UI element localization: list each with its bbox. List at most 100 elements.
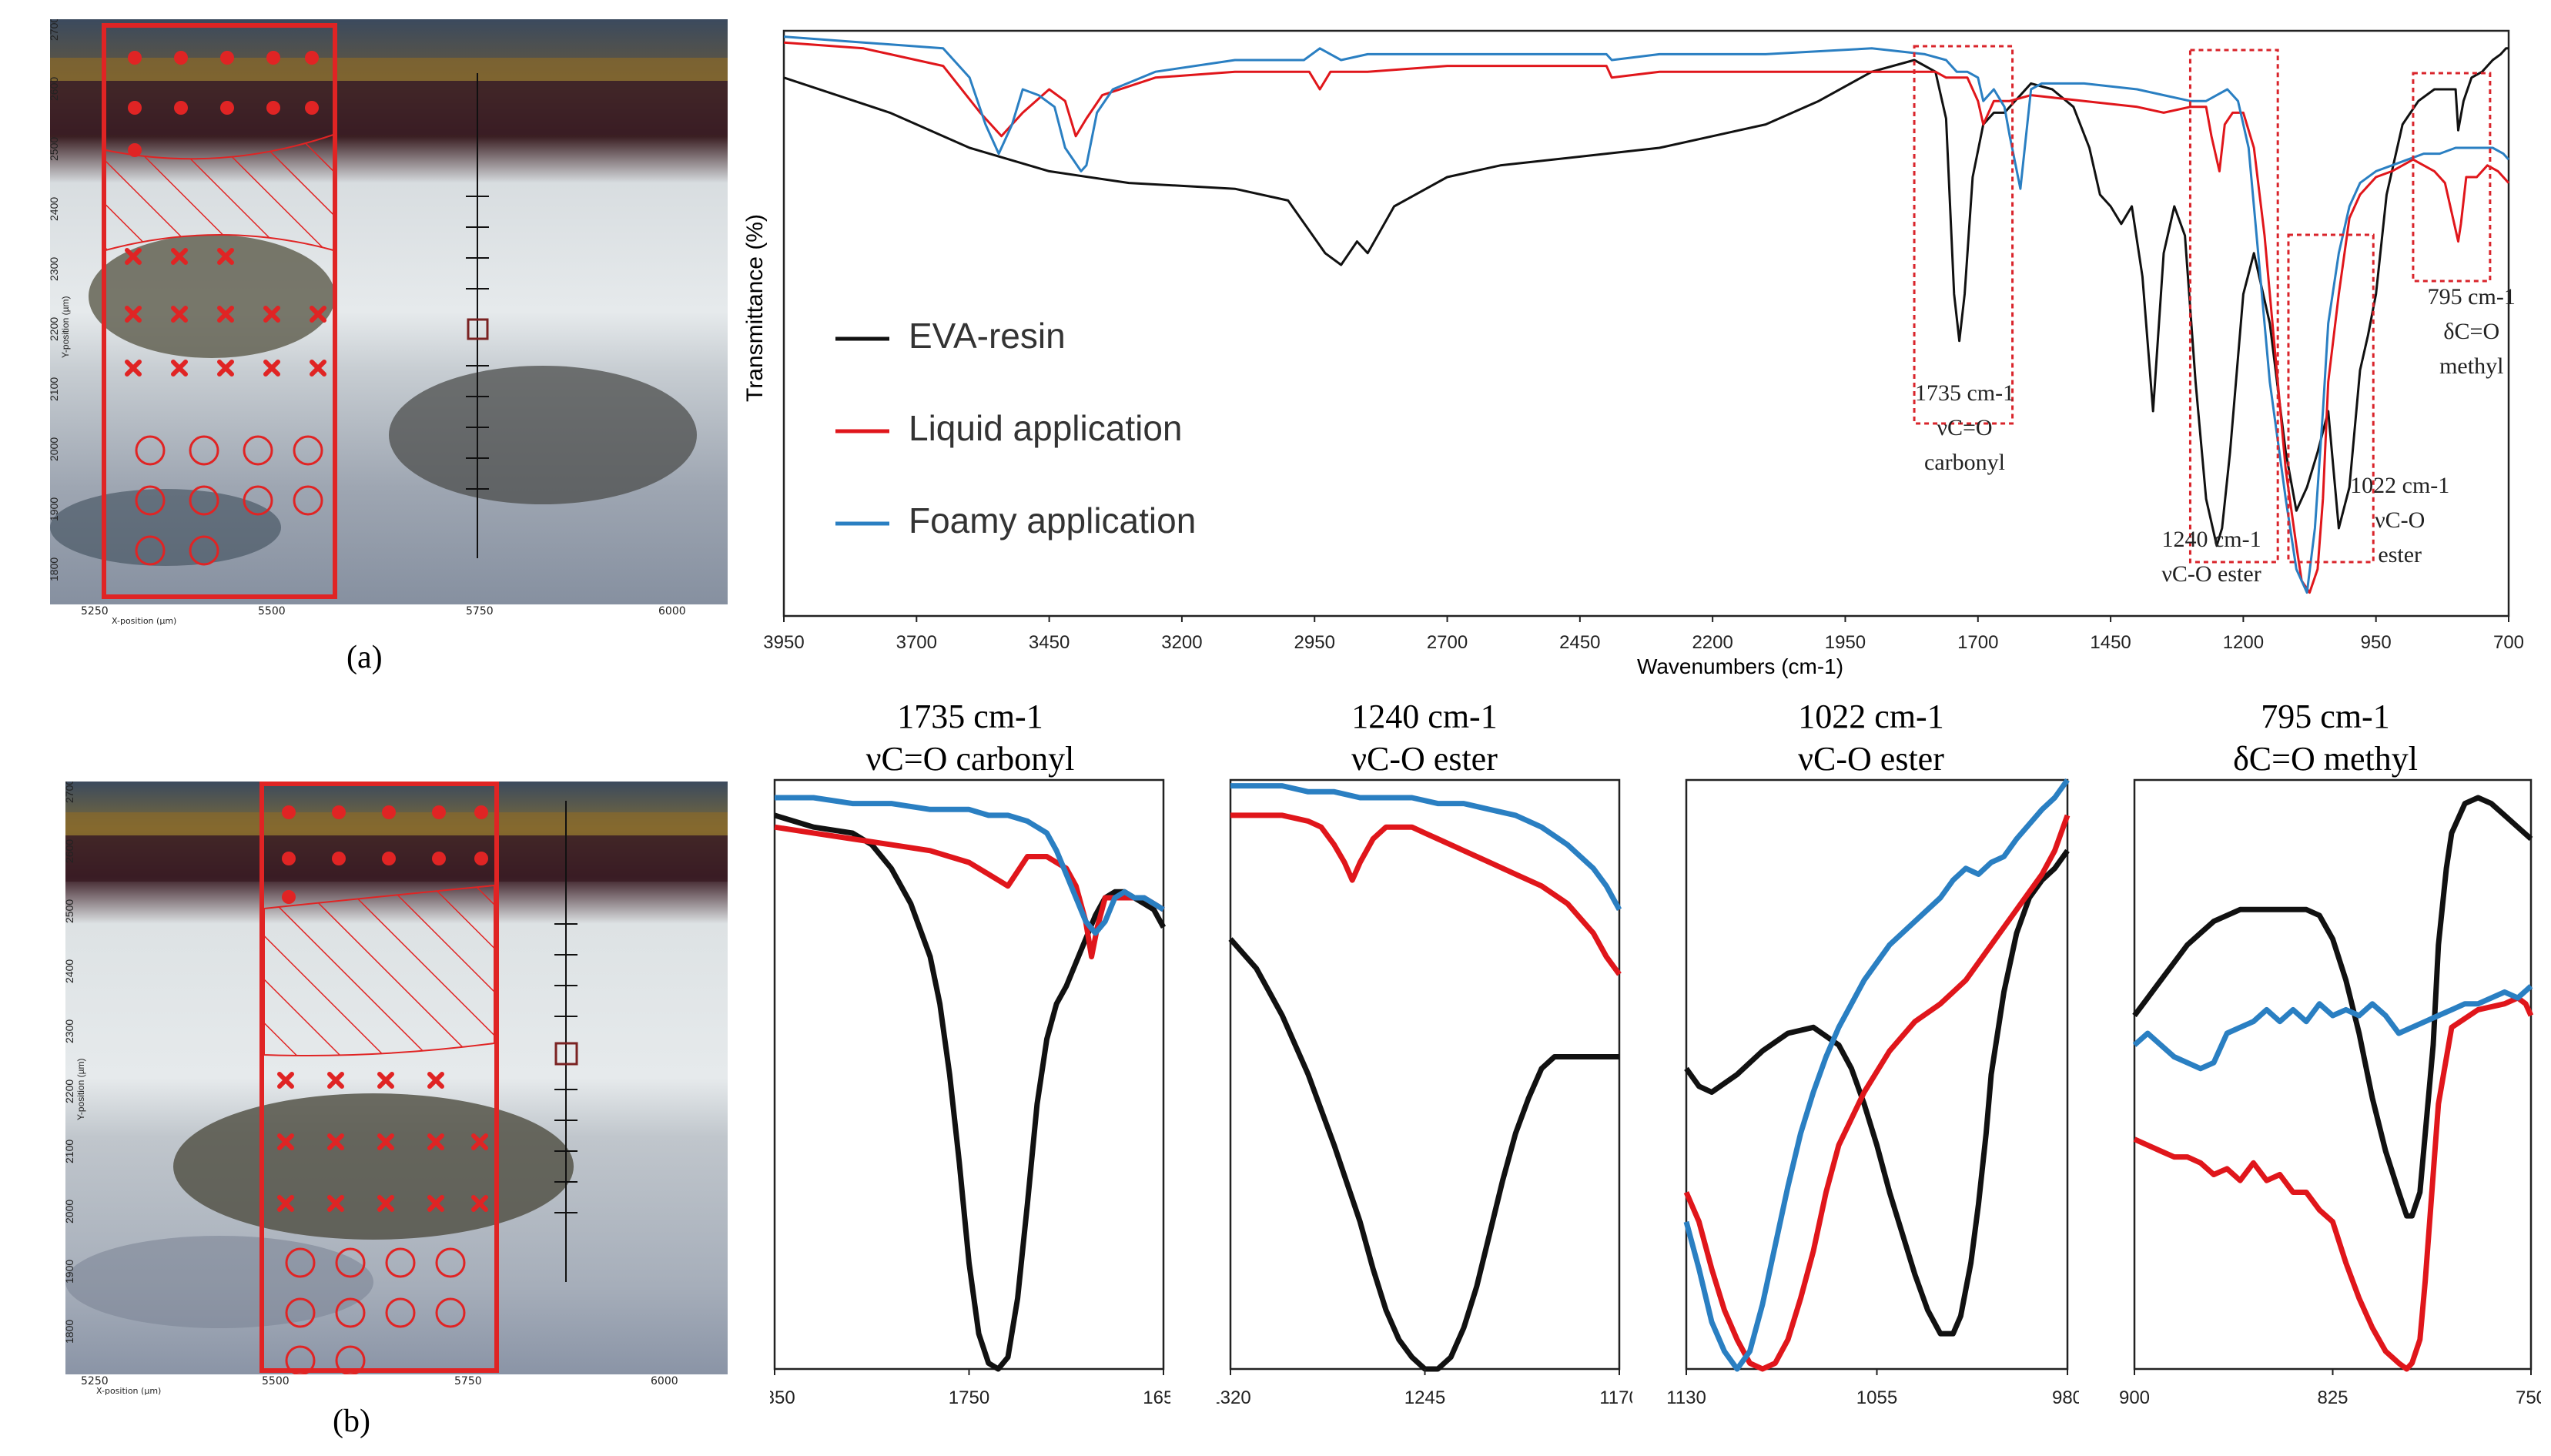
- series-line-eva-resin: [2132, 795, 2533, 1219]
- y-tick-label: 2300: [50, 257, 60, 281]
- series-line-eva-resin: [773, 812, 1167, 1372]
- zoom-chart-1022: 1022 cm-1 νC-O ester 1130 1055 980: [1666, 698, 2079, 1408]
- peak-annotations: 1735 cm-1 νC=O carbonyl 1240 cm-1 νC-O ester…: [1913, 45, 2516, 587]
- x-tick-label: 6000: [651, 1375, 678, 1387]
- zoom-chart-1240: 1240 cm-1 νC-O ester 1320 1245 1170: [1217, 698, 1632, 1408]
- y-tick-label: 2000: [65, 1200, 75, 1223]
- series-line-eva-resin: [1228, 937, 1619, 1372]
- x-tick-label: 1450: [2090, 632, 2131, 653]
- series-line-eva-resin: [1684, 848, 2070, 1337]
- x-tick-label: 3950: [763, 632, 804, 653]
- series-line-liquid-application: [2133, 995, 2534, 1372]
- y-tick-label: 1800: [65, 1320, 75, 1344]
- x-tick-label: 2950: [1294, 632, 1335, 653]
- series-line-foamy-application: [783, 35, 2510, 594]
- y-axis-label: Y-position (µm): [75, 1059, 86, 1121]
- y-tick-label: 1800: [50, 557, 60, 581]
- zoom-title-line-1: 1735 cm-1: [897, 698, 1043, 735]
- x-tick-label: 1750: [949, 1387, 989, 1408]
- series-line-foamy-application: [1683, 778, 2070, 1372]
- zoom-plot-area: [1228, 778, 1622, 1372]
- zoom-chart-1735: 1735 cm-1 νC=O carbonyl 1850 1750 1650: [770, 698, 1170, 1408]
- micrograph-a-y-ticks: 2700 2600 2500 2400 2300 2200 2100 2000 …: [50, 19, 60, 581]
- series-line-eva-resin: [783, 47, 2509, 547]
- x-tick-label: 5750: [466, 605, 494, 618]
- x-tick-label: 1170: [1599, 1387, 1632, 1408]
- micrograph-b: 2700 2600 2500 2400 2300 2200 2100 2000 …: [65, 782, 728, 1374]
- x-tick-label: 5250: [81, 605, 109, 618]
- x-tick-label: 5500: [258, 605, 286, 618]
- zoom-title-line-1: 795 cm-1: [2261, 698, 2389, 735]
- x-tick-label: 6000: [658, 605, 686, 618]
- x-tick-label: 5500: [262, 1375, 290, 1387]
- zoom-chart-795: 795 cm-1 δC=O methyl 900 825 750: [2119, 698, 2541, 1408]
- peak-label: carbonyl: [1924, 450, 2005, 475]
- legend-label-eva: EVA-resin: [909, 316, 1066, 356]
- peak-label: δC=O: [2443, 319, 2499, 344]
- x-tick-label: 825: [2317, 1387, 2348, 1408]
- zoom-title-line-2: νC-O ester: [1351, 740, 1498, 778]
- x-tick-label: 1650: [1143, 1387, 1170, 1408]
- x-axis-label: Wavenumbers (cm-1): [1637, 654, 1843, 678]
- x-tick-label: 900: [2119, 1387, 2150, 1408]
- y-tick-label: 2400: [50, 197, 60, 221]
- y-tick-label: 2500: [50, 137, 60, 161]
- x-tick-label: 1320: [1217, 1387, 1251, 1408]
- plot-frame: [2133, 778, 2533, 1371]
- zoom-plot-area: [2132, 778, 2534, 1372]
- peak-box: [2287, 233, 2375, 564]
- y-tick-label: 2300: [65, 1019, 75, 1043]
- panel-a-label: (a): [346, 640, 383, 675]
- zoom-title-line-2: δC=O methyl: [2233, 740, 2418, 778]
- y-tick-label: 2400: [65, 959, 75, 983]
- main-x-ticks: 3950 3700 3450 3200 2950 2700 2450 2200 1950 1700…: [763, 616, 2524, 653]
- x-tick-label: 2200: [1692, 632, 1732, 653]
- zoom-x-ticks: 1850 1750 1650: [770, 1369, 1170, 1408]
- series-line-foamy-application: [2132, 984, 2533, 1072]
- peak-label: methyl: [2439, 353, 2503, 379]
- plot-frame: [1229, 778, 1621, 1371]
- y-tick-label: 1900: [50, 497, 60, 521]
- y-tick-label: 2200: [65, 1079, 75, 1103]
- zoom-plot-area: [773, 778, 1167, 1372]
- x-tick-label: 950: [2361, 632, 2392, 653]
- zoom-x-ticks: 1320 1245 1170: [1217, 1369, 1632, 1408]
- y-tick-label: 2500: [65, 899, 75, 923]
- plot-frame: [782, 29, 2510, 618]
- peak-label: νC=O: [1937, 415, 1992, 440]
- x-tick-label: 3200: [1161, 632, 1202, 653]
- y-tick-label: 2700: [65, 782, 75, 803]
- x-tick-label: 1130: [1666, 1387, 1706, 1408]
- y-tick-label: 2600: [65, 839, 75, 863]
- series-line-foamy-application: [1230, 783, 1622, 911]
- panel-b-label: (b): [333, 1404, 370, 1439]
- series-line-foamy-application: [775, 795, 1165, 936]
- legend-label-foamy: Foamy application: [909, 500, 1196, 541]
- legend: EVA-resin Liquid application Foamy appli…: [835, 316, 1196, 541]
- y-axis-label: Transmittance (%): [742, 214, 768, 402]
- measurement-marker-b: [554, 801, 578, 1282]
- x-tick-label: 1950: [1825, 632, 1866, 653]
- x-tick-label: 1700: [1957, 632, 1998, 653]
- x-tick-label: 5250: [81, 1375, 109, 1387]
- y-tick-label: 1900: [65, 1260, 75, 1284]
- series-line-liquid-application: [783, 41, 2510, 594]
- peak-label: 1240 cm-1: [2161, 527, 2261, 552]
- x-tick-label: 1200: [2223, 632, 2264, 653]
- x-tick-label: 2450: [1559, 632, 1600, 653]
- x-tick-label: 5750: [454, 1375, 482, 1387]
- peak-label: 1022 cm-1: [2350, 473, 2449, 498]
- y-axis-title: Transmittance (%): [742, 214, 768, 402]
- x-tick-label: 1245: [1404, 1387, 1445, 1408]
- peak-box: [2412, 72, 2492, 283]
- series-line-liquid-application: [1683, 814, 2071, 1372]
- x-tick-label: 980: [2052, 1387, 2079, 1408]
- y-tick-label: 2100: [50, 377, 60, 401]
- y-tick-label: 2100: [65, 1140, 75, 1163]
- x-tick-label: 3700: [896, 632, 937, 653]
- x-tick-label: 1055: [1856, 1387, 1897, 1408]
- peak-box: [2188, 49, 2279, 564]
- peak-label: νC-O ester: [2161, 561, 2261, 587]
- micrograph-a: 2700 2600 2500 2400 2300 2200 2100 2000 …: [50, 19, 728, 604]
- zoom-title-line-2: νC=O carbonyl: [866, 740, 1075, 778]
